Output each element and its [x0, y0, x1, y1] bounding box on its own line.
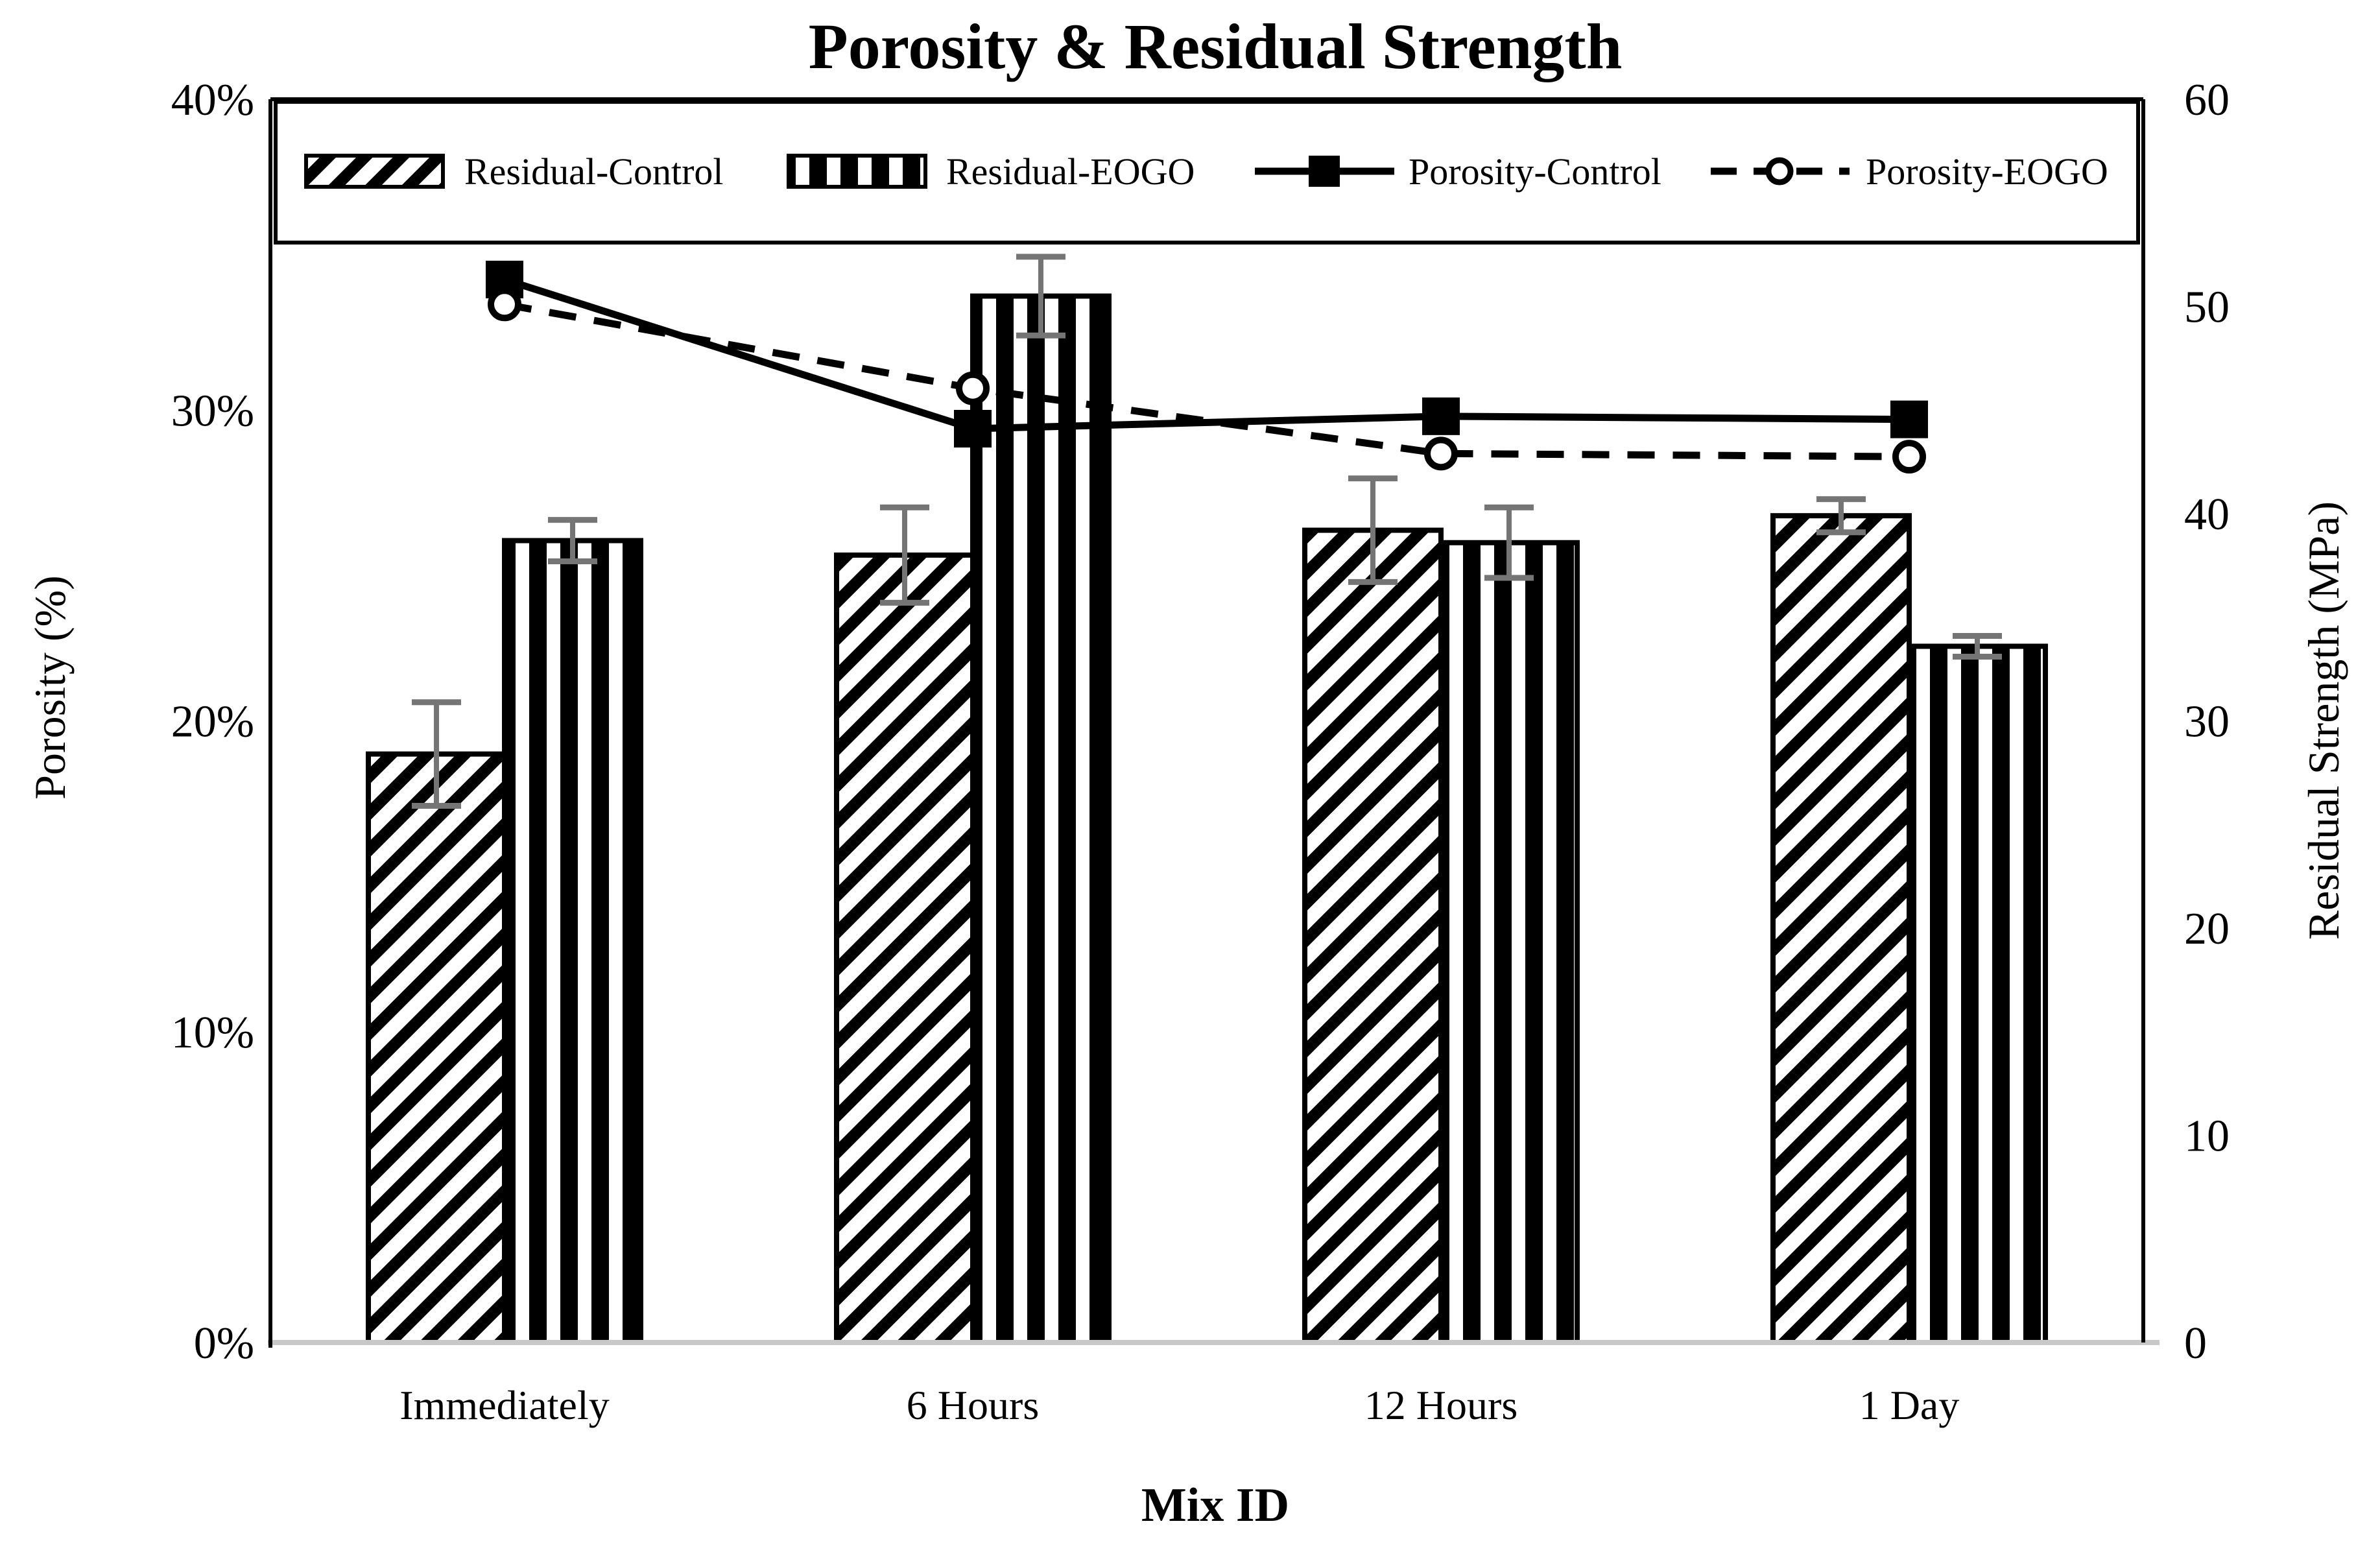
legend-swatch-residual-eogo: [787, 154, 927, 189]
bar-residual-eogo-0: [502, 538, 643, 1345]
bar-residual-control-0: [366, 751, 507, 1345]
marker-porosity-control-3: [1890, 400, 1928, 438]
category-label-0: Immediately: [399, 1382, 609, 1428]
line-porosity-control: [503, 276, 1910, 433]
legend-label-porosity-eogo: Porosity-EOGO: [1866, 150, 2108, 193]
right-tick-label-1: 10: [2184, 1112, 2230, 1162]
plot-frame-group: [268, 97, 2145, 1348]
category-label-1: 6 Hours: [907, 1382, 1039, 1428]
axis-tick-labels-group: 0% 10% 20% 30% 40% 0 10 20 30 40 50 60: [171, 75, 2230, 1368]
right-tick-label-4: 40: [2184, 490, 2230, 540]
left-tick-label-3: 30%: [171, 386, 254, 436]
left-tick-label-1: 10%: [171, 1008, 254, 1058]
legend-group: Residual-Control Residual-EOGO Porosity-Co…: [274, 100, 2140, 245]
left-tick-label-2: 20%: [171, 697, 254, 747]
bar-residual-control-2: [1302, 527, 1444, 1345]
right-tick-label-0: 0: [2184, 1319, 2207, 1368]
legend-swatch-residual-control: [304, 154, 445, 189]
right-tick-label-3: 30: [2184, 697, 2230, 747]
left-tick-label-4: 40%: [171, 75, 254, 125]
bar-residual-eogo-3: [1907, 643, 2048, 1345]
marker-porosity-eogo-3: [1892, 440, 1926, 474]
category-label-2: 12 Hours: [1364, 1382, 1517, 1428]
right-axis-title: Residual Strength (MPa): [2299, 501, 2348, 940]
line-porosity-eogo: [504, 300, 1910, 460]
marker-porosity-eogo-2: [1424, 436, 1458, 471]
legend-label-porosity-control: Porosity-Control: [1409, 150, 1661, 193]
marker-porosity-eogo-0: [488, 287, 521, 322]
bar-residual-eogo-1: [970, 293, 1112, 1345]
left-tick-label-0: 0%: [194, 1319, 254, 1368]
legend-label-residual-control: Residual-Control: [464, 150, 724, 193]
right-tick-label-2: 20: [2184, 904, 2230, 954]
line-markers-group: [486, 260, 1928, 474]
error-bars-group: [412, 254, 2002, 809]
right-tick-label-5: 50: [2184, 283, 2230, 333]
category-label-3: 1 Day: [1859, 1382, 1960, 1428]
category-labels-group: Immediately 6 Hours 12 Hours 1 Day: [399, 1382, 1959, 1428]
marker-porosity-control-1: [954, 410, 992, 448]
legend-box: [274, 100, 2140, 245]
bar-residual-eogo-2: [1438, 540, 1580, 1345]
marker-porosity-eogo-1: [956, 371, 990, 405]
right-tick-label-6: 60: [2184, 75, 2230, 125]
legend-label-residual-eogo: Residual-EOGO: [946, 150, 1195, 193]
marker-porosity-control-2: [1422, 397, 1460, 435]
bar-residual-control-3: [1770, 513, 1912, 1346]
left-axis-title: Porosity (%): [25, 575, 75, 800]
legend-marker-porosity-eogo: [1765, 157, 1794, 185]
line-series-group: [503, 276, 1910, 460]
x-axis-title: Mix ID: [1141, 1479, 1289, 1532]
legend-marker-porosity-control: [1309, 156, 1340, 187]
chart-title: Porosity & Residual Strength: [809, 10, 1623, 82]
bar-residual-control-1: [834, 552, 975, 1345]
bar-series-group: [366, 293, 2048, 1346]
